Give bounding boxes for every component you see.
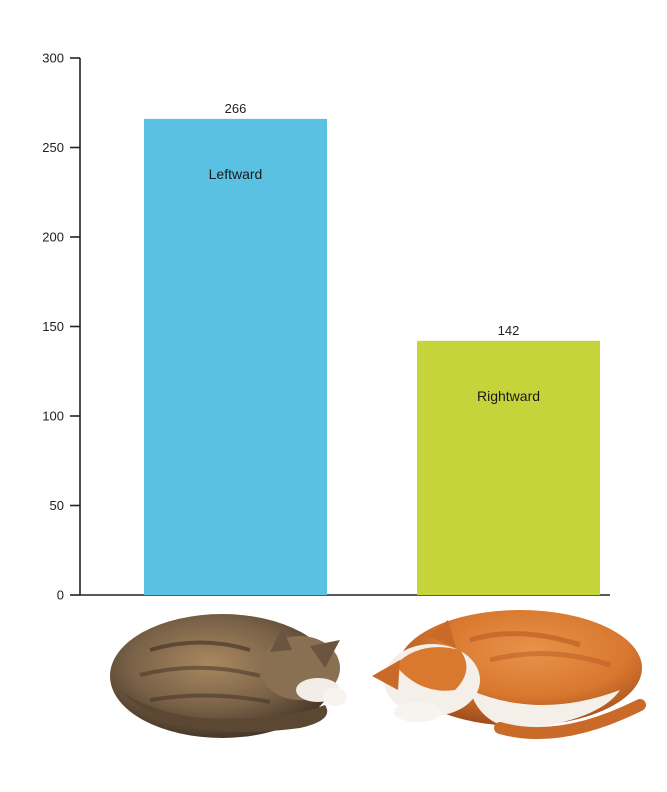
y-tick-label: 150 bbox=[42, 319, 64, 334]
y-tick-label: 250 bbox=[42, 140, 64, 155]
y-tick-label: 100 bbox=[42, 409, 64, 424]
y-tick-label: 300 bbox=[42, 51, 64, 66]
y-tick-label: 50 bbox=[50, 498, 64, 513]
bars bbox=[144, 118, 600, 596]
bar-rightward bbox=[417, 340, 600, 595]
tabby-cat-sleeping-illustration bbox=[110, 614, 347, 738]
bar-leftward bbox=[144, 118, 327, 596]
y-tick-label: 200 bbox=[42, 230, 64, 245]
bar-value-label: 142 bbox=[498, 323, 520, 338]
bar-labels: 266 Leftward 142 Rightward bbox=[209, 101, 540, 404]
bar-value-label: 266 bbox=[225, 101, 247, 116]
bar-category-label: Rightward bbox=[477, 388, 540, 404]
orange-cat-sleeping-illustration bbox=[372, 610, 646, 740]
bar-category-label: Leftward bbox=[209, 166, 263, 182]
y-tick-label: 0 bbox=[57, 588, 64, 603]
